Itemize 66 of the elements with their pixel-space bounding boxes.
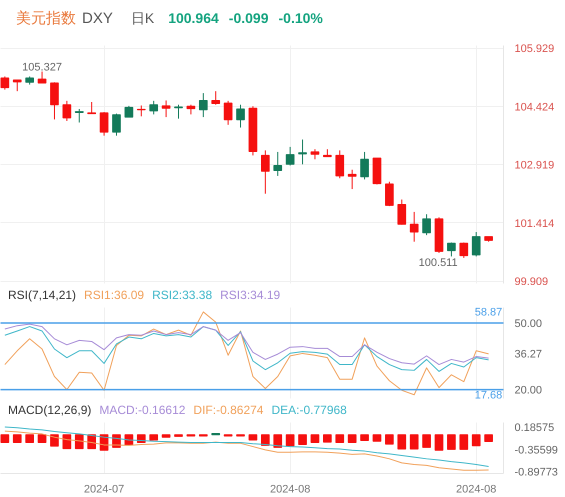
line-series xyxy=(4,324,490,366)
candlestick xyxy=(162,100,170,118)
candlestick xyxy=(447,242,456,257)
annotation: 58.87 xyxy=(474,306,502,318)
candlestick xyxy=(38,71,46,84)
candlestick xyxy=(310,148,320,160)
annotation: 100.511 xyxy=(418,256,458,269)
candlestick xyxy=(0,76,10,90)
text: DIF:-0.86274 xyxy=(193,403,264,417)
candlestick xyxy=(422,214,431,236)
text: 100.964 xyxy=(168,10,219,26)
y-tick-label: 104.424 xyxy=(514,101,554,114)
y-tick-label: -0.35599 xyxy=(514,444,558,456)
candlestick xyxy=(397,199,406,226)
y-tick-label: 0.18575 xyxy=(514,422,554,434)
x-tick-label: 2024-08 xyxy=(270,484,310,496)
text: RSI1:36.09 xyxy=(84,288,144,302)
y-tick-label: 50.00 xyxy=(514,318,542,330)
candlestick xyxy=(286,146,294,166)
y-tick-label: 36.27 xyxy=(514,348,542,361)
candlestick xyxy=(198,92,208,118)
candlestick xyxy=(50,82,59,120)
text: -0.10% xyxy=(278,10,323,26)
text: 美元指数 xyxy=(16,10,76,27)
y-tick-label: -0.89773 xyxy=(514,466,558,478)
candlestick xyxy=(459,242,468,258)
annotation: 17.68 xyxy=(474,390,502,402)
candlestick xyxy=(124,105,134,118)
candlestick xyxy=(472,232,481,257)
candlestick xyxy=(385,181,394,207)
candlestick xyxy=(348,169,357,190)
candlestick xyxy=(100,112,108,136)
candlestick xyxy=(174,104,183,120)
text: DXY xyxy=(82,10,113,27)
candlestick xyxy=(74,108,84,124)
candlestick xyxy=(186,104,196,115)
candlestick xyxy=(360,151,369,180)
text: 日K xyxy=(130,10,154,26)
candlestick xyxy=(298,139,307,165)
candlestick xyxy=(62,100,72,122)
candlestick xyxy=(211,90,220,106)
y-tick-label: 20.00 xyxy=(514,384,542,397)
y-tick-label: 101.414 xyxy=(514,218,554,230)
text: RSI3:34.19 xyxy=(220,288,280,302)
series-label: MACD:-0.16612 xyxy=(99,403,186,417)
candlestick xyxy=(273,151,282,176)
candlestick xyxy=(260,150,270,194)
line-series xyxy=(4,326,490,372)
candlestick xyxy=(335,150,344,179)
candlestick xyxy=(236,104,245,128)
annotation: 105.327 xyxy=(22,62,62,74)
x-tick-label: 2024-08 xyxy=(456,484,496,496)
chart-title: MACD(12,26,9) xyxy=(8,403,92,417)
text: DEA:-0.77968 xyxy=(271,403,347,417)
candlestick xyxy=(224,100,232,126)
y-tick-label: 105.929 xyxy=(514,43,554,56)
x-tick-label: 2024-07 xyxy=(84,484,124,496)
text: -0.099 xyxy=(228,10,268,26)
y-tick-label: 102.919 xyxy=(514,160,554,172)
candlestick xyxy=(410,211,419,242)
text: RSI2:33.38 xyxy=(152,288,212,302)
candlestick xyxy=(12,79,22,92)
candlestick xyxy=(112,113,121,136)
y-tick-label: 99.909 xyxy=(514,276,548,288)
chart-title: RSI(7,14,21) xyxy=(8,288,76,302)
candlestick xyxy=(149,100,158,115)
